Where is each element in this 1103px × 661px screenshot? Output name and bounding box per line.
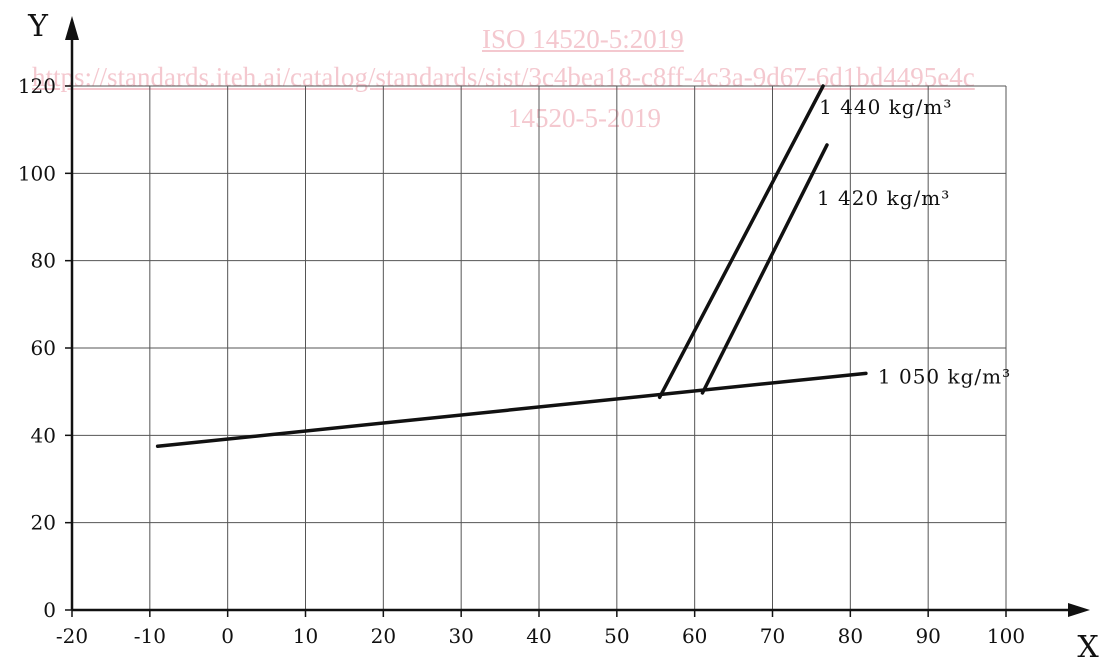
y-axis-arrow-icon xyxy=(65,16,79,40)
series-line xyxy=(702,145,827,393)
series-label: 1 050 kg/m³ xyxy=(878,364,1011,388)
x-tick-label: -10 xyxy=(134,624,166,648)
x-tick-label: 100 xyxy=(987,624,1025,648)
x-tick-label: 20 xyxy=(371,624,396,648)
x-tick-label: 0 xyxy=(221,624,234,648)
x-axis-arrow-icon xyxy=(1068,603,1090,617)
x-tick-label: 10 xyxy=(293,624,318,648)
x-tick-label: 40 xyxy=(526,624,551,648)
x-tick-label: 80 xyxy=(838,624,863,648)
x-tick-label: -20 xyxy=(56,624,88,648)
x-tick-label: 60 xyxy=(682,624,707,648)
series-line xyxy=(660,86,823,397)
y-tick-label: 80 xyxy=(31,249,56,273)
y-tick-label: 100 xyxy=(18,161,56,185)
y-axis-label: Y xyxy=(27,9,49,44)
x-tick-label: 70 xyxy=(760,624,785,648)
series-label: 1 420 kg/m³ xyxy=(817,186,950,210)
x-tick-label: 90 xyxy=(915,624,940,648)
y-tick-label: 40 xyxy=(31,423,56,447)
series-label: 1 440 kg/m³ xyxy=(819,95,952,119)
y-tick-label: 20 xyxy=(31,511,56,535)
x-tick-label: 30 xyxy=(448,624,473,648)
y-tick-label: 60 xyxy=(31,336,56,360)
x-axis-label: X xyxy=(1077,630,1099,661)
y-tick-label: 120 xyxy=(18,74,56,98)
y-tick-label: 0 xyxy=(43,598,56,622)
x-tick-label: 50 xyxy=(604,624,629,648)
